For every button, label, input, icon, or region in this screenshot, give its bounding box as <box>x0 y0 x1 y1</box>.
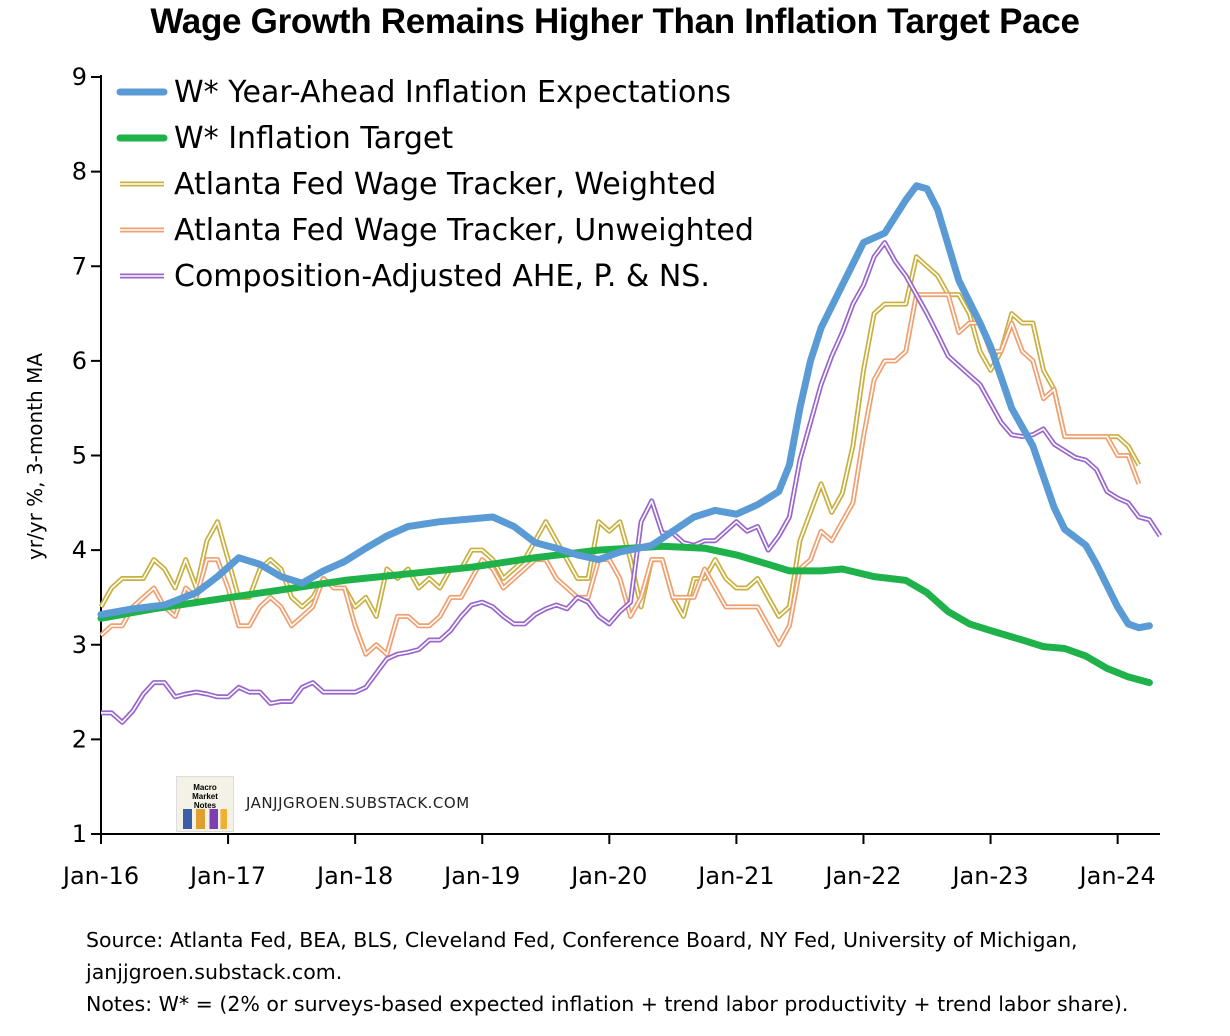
legend-item-1: W* Inflation Target <box>116 121 453 156</box>
x-tick-label: Jan-18 <box>315 862 393 890</box>
watermark-text: JANJJGROEN.SUBSTACK.COM <box>246 794 470 812</box>
series-1 <box>97 542 1153 687</box>
x-tick-label: Jan-16 <box>61 862 139 890</box>
source-line-1: Source: Atlanta Fed, BEA, BLS, Cleveland… <box>86 928 1078 952</box>
series-line-inner <box>100 256 1140 618</box>
legend-item-2: Atlanta Fed Wage Tracker, Weighted <box>120 167 716 202</box>
y-axis-title: yr/yr %, 3-month MA <box>23 353 47 560</box>
x-tick-label: Jan-19 <box>442 862 520 890</box>
source-line-2: janjjgroen.substack.com. <box>86 960 343 984</box>
line-chart: 1 2 3 4 5 6 7 8 9 Jan-16 Jan-17 Jan-18 Jan-19 Jan-20 J… <box>23 63 1163 890</box>
logo-text: Macro Market Notes <box>192 783 218 810</box>
y-tick-label: 4 <box>72 536 87 564</box>
y-tick-label: 6 <box>72 347 87 375</box>
legend-label: W* Year-Ahead Inflation Expectations <box>174 75 731 110</box>
legend-item-0: W* Year-Ahead Inflation Expectations <box>116 75 731 110</box>
y-tick-label: 2 <box>72 725 87 753</box>
legend-item-4: Composition-Adjusted AHE, P. & NS. <box>120 259 710 294</box>
logo-icon: Macro Market Notes <box>176 776 234 832</box>
y-tick-label: 5 <box>72 442 87 470</box>
series-2 <box>98 254 1141 619</box>
series-line <box>97 542 1153 687</box>
y-tick-label: 1 <box>72 820 87 848</box>
y-tick-label: 7 <box>72 252 87 280</box>
watermark: Macro Market Notes JANJJGROEN.SUBSTACK.C… <box>176 776 536 832</box>
x-tick-label: Jan-22 <box>823 862 901 890</box>
series-layer <box>97 182 1163 725</box>
x-tick-label: Jan-21 <box>696 862 774 890</box>
series-line-inner <box>101 241 1161 724</box>
axes: 1 2 3 4 5 6 7 8 9 Jan-16 Jan-17 Jan-18 Jan-19 Jan-20 J… <box>23 63 1160 890</box>
notes-line: Notes: W* = (2% or surveys-based expecte… <box>86 992 1129 1016</box>
series-3 <box>99 292 1142 657</box>
series-line <box>101 240 1163 725</box>
chart-title: Wage Growth Remains Higher Than Inflatio… <box>150 2 1080 41</box>
legend-label: Atlanta Fed Wage Tracker, Weighted <box>174 167 716 202</box>
y-tick-label: 3 <box>72 631 87 659</box>
series-line <box>99 292 1142 657</box>
legend-label: Composition-Adjusted AHE, P. & NS. <box>174 259 710 294</box>
series-line-inner <box>100 293 1140 655</box>
x-tick-label: Jan-23 <box>950 862 1028 890</box>
legend-label: W* Inflation Target <box>174 121 453 156</box>
x-tick-label: Jan-17 <box>188 862 266 890</box>
series-4 <box>101 240 1163 725</box>
y-tick-label: 8 <box>72 158 87 186</box>
y-tick-label: 9 <box>72 63 87 91</box>
x-tick-label: Jan-24 <box>1078 862 1156 890</box>
series-0 <box>97 182 1153 632</box>
x-tick-label: Jan-20 <box>569 862 647 890</box>
legend: W* Year-Ahead Inflation Expectations W* I… <box>116 75 754 294</box>
legend-label: Atlanta Fed Wage Tracker, Unweighted <box>174 213 754 248</box>
series-line <box>97 182 1153 632</box>
footer: Source: Atlanta Fed, BEA, BLS, Cleveland… <box>86 924 1226 1020</box>
legend-item-3: Atlanta Fed Wage Tracker, Unweighted <box>120 213 754 248</box>
